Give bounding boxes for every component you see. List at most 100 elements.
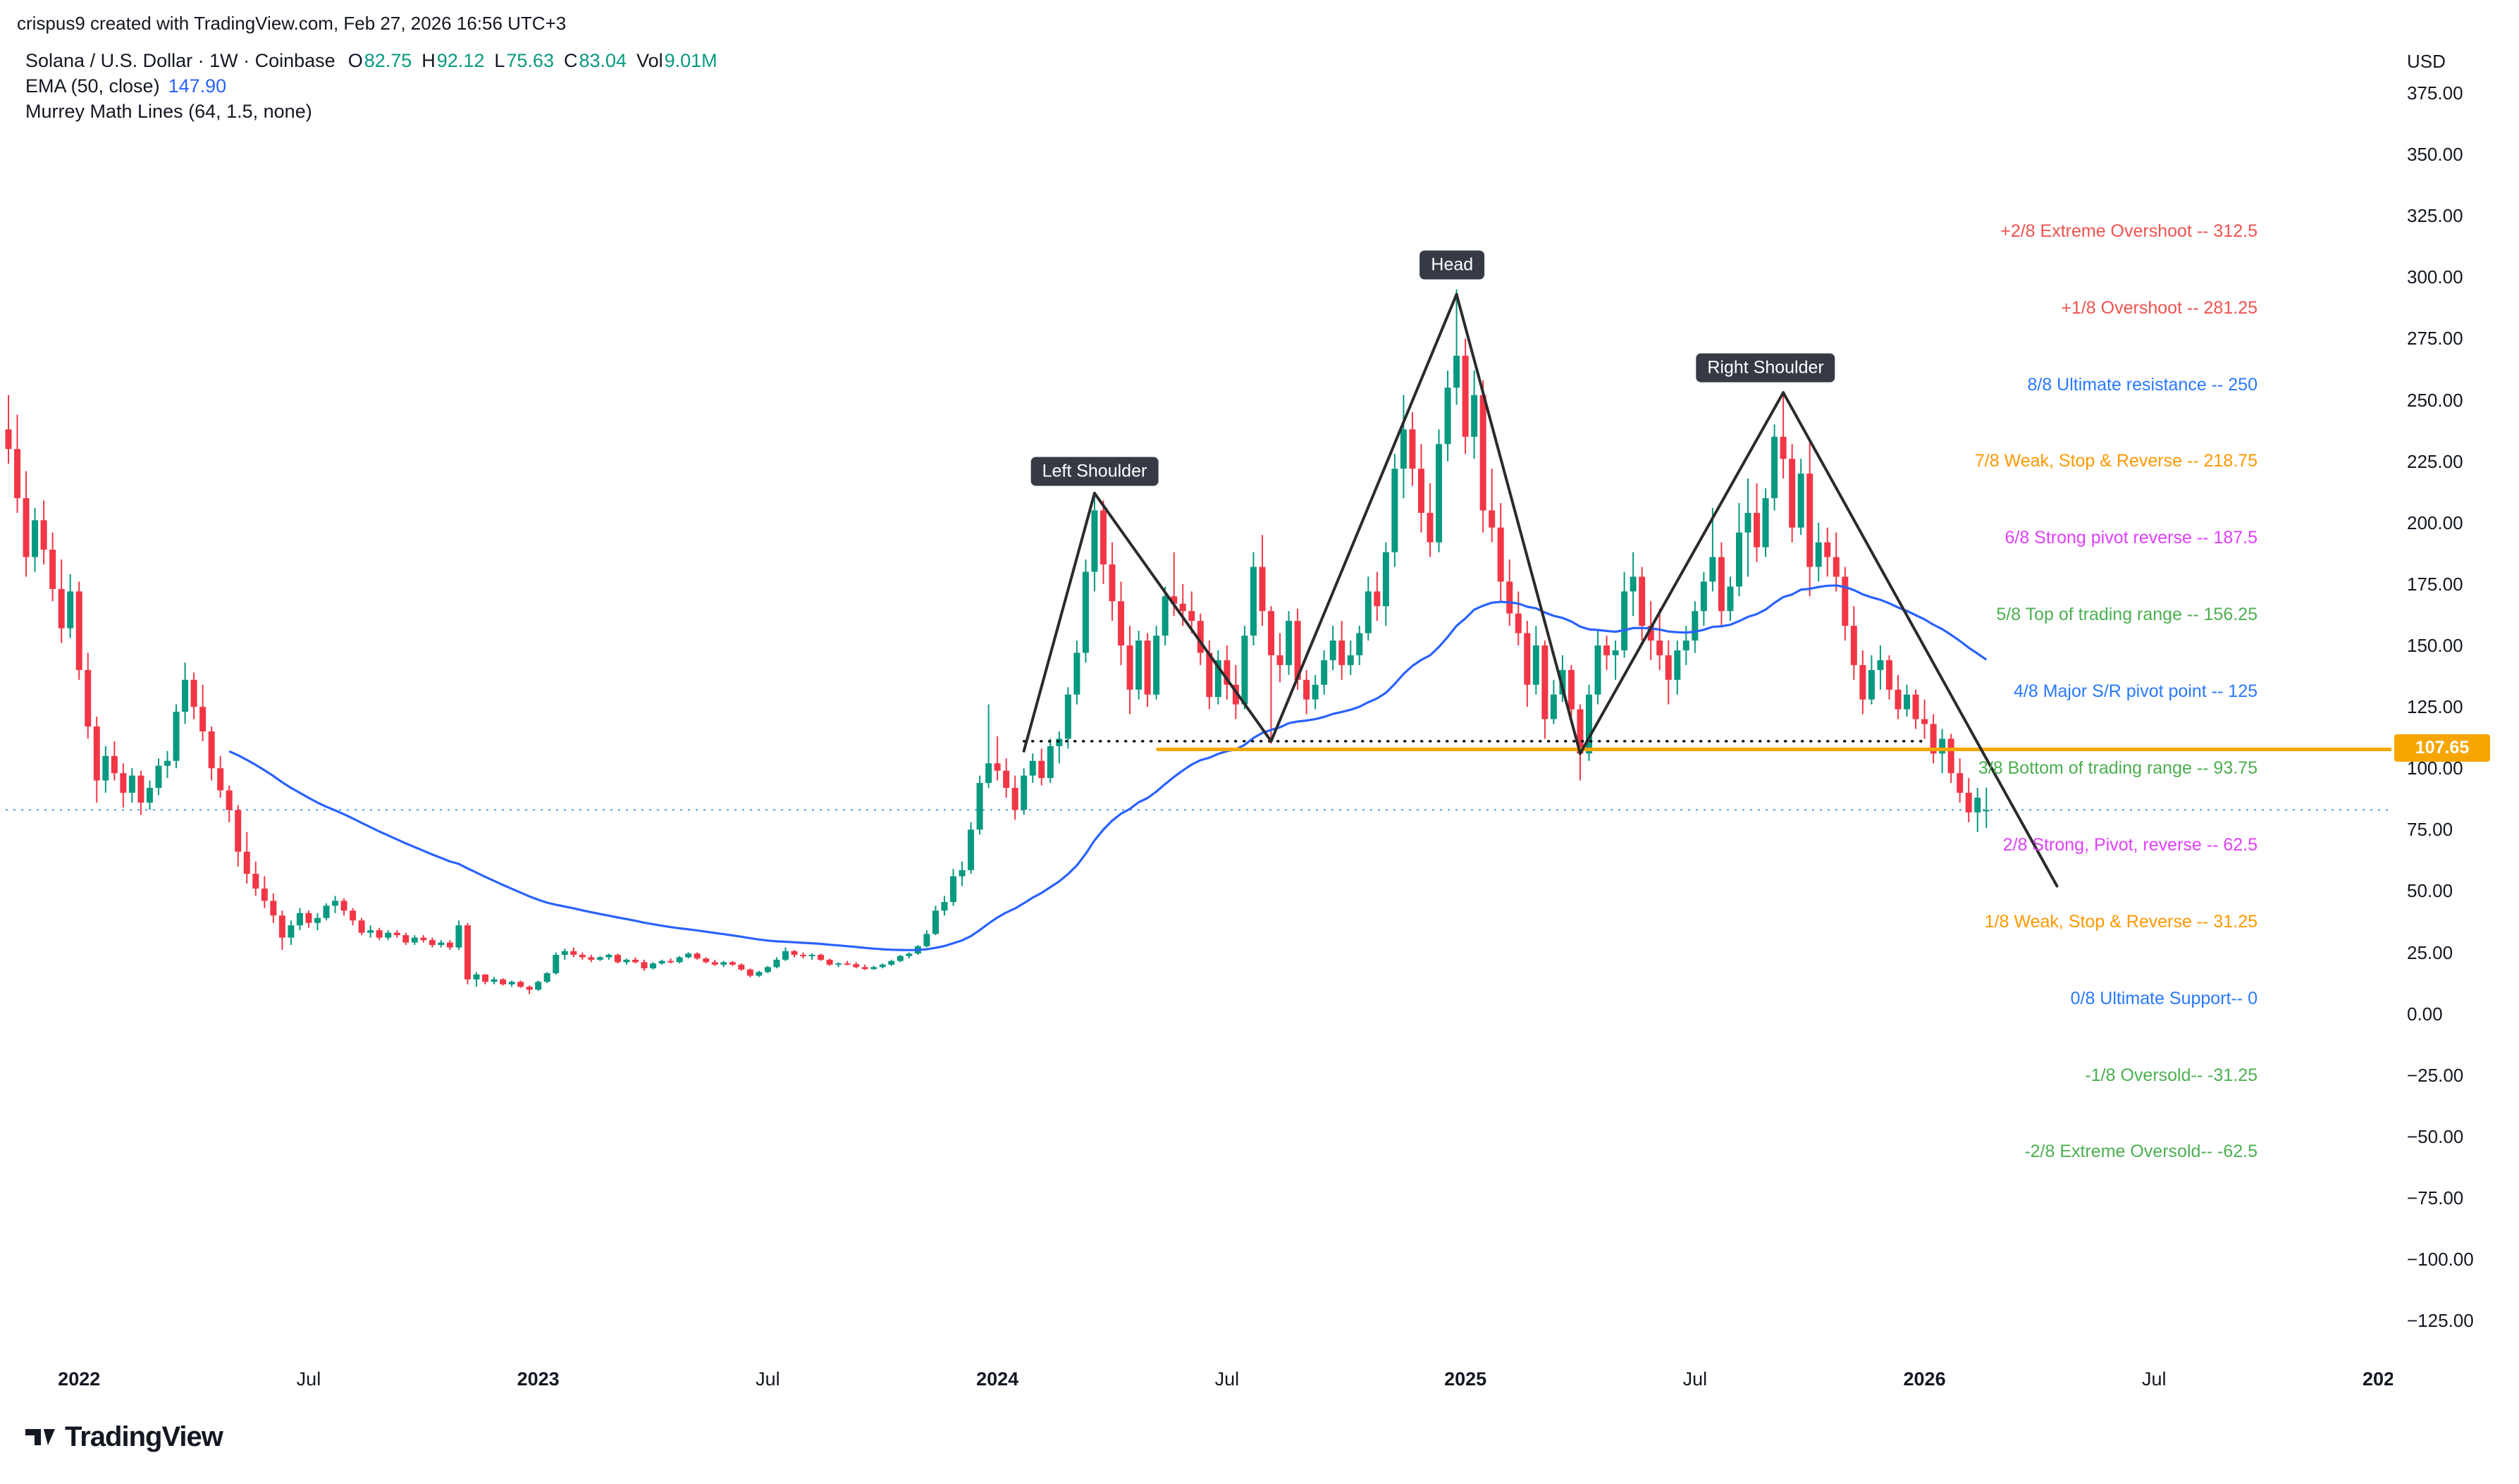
candle-body: [49, 550, 56, 589]
candle-body: [1171, 596, 1178, 604]
candle-body: [1586, 694, 1593, 754]
candle-body: [1700, 581, 1707, 612]
candle-body: [1727, 586, 1734, 612]
candle-body: [1338, 641, 1345, 665]
candle-body: [906, 953, 913, 956]
candle-body: [835, 963, 842, 965]
candle-body: [1206, 653, 1213, 698]
trend-line-drawing[interactable]: [1782, 391, 2059, 888]
candle-body: [1197, 621, 1204, 653]
price-tick: −25.00: [2407, 1064, 2464, 1086]
trend-line-drawing[interactable]: [1578, 391, 1785, 755]
ema-legend-row[interactable]: EMA (50, close) 147.90: [25, 73, 727, 99]
candle-body: [703, 958, 710, 963]
candle-body: [1188, 611, 1195, 622]
candle-body: [500, 979, 507, 984]
candle-body: [1824, 542, 1831, 557]
murrey-line-label: 7/8 Weak, Stop & Reverse -- 218.75: [1974, 451, 2258, 471]
candle-body: [173, 712, 180, 761]
candle-body: [1506, 581, 1513, 614]
candle-body: [1162, 596, 1169, 636]
candle-body: [1479, 395, 1486, 511]
candle-body: [40, 520, 47, 550]
candle-body: [411, 937, 418, 943]
candle-body: [641, 962, 648, 969]
candle-body: [818, 955, 825, 960]
candle-body: [976, 783, 983, 830]
candle-body: [1885, 660, 1892, 690]
ohlc-open-label: O: [347, 49, 363, 71]
candle-body: [288, 925, 295, 938]
candle-body: [791, 951, 798, 956]
price-tick: 125.00: [2407, 696, 2463, 718]
candle-body: [1047, 746, 1054, 779]
candle-body: [729, 962, 736, 965]
candle-body: [623, 959, 630, 963]
price-scale[interactable]: USD 375.00 350.00 325.00 300.00 275.00 250.00…: [2393, 39, 2519, 1484]
candle-body: [137, 775, 144, 803]
pattern-label-right-shoulder[interactable]: Right Shoulder: [1696, 353, 1835, 383]
candle-body: [491, 979, 498, 982]
chart-canvas[interactable]: [0, 39, 2393, 1484]
candle-body: [1780, 436, 1787, 459]
symbol-legend-row[interactable]: Solana / U.S. Dollar · 1W · Coinbase O82…: [25, 48, 727, 73]
candle-body: [1656, 641, 1663, 655]
candle-body: [1771, 436, 1778, 498]
time-tick-2023: 2023: [517, 1368, 560, 1390]
candle-body: [667, 960, 675, 963]
candle-body: [543, 973, 550, 982]
candle-body: [323, 905, 330, 918]
price-tick: 175.00: [2407, 573, 2463, 595]
candle-body: [367, 930, 374, 933]
candle-body: [350, 910, 357, 921]
candle-body: [1868, 669, 1875, 700]
trend-line-drawing[interactable]: [1269, 292, 1458, 743]
candle-body: [14, 449, 21, 498]
candle-body: [605, 955, 612, 958]
trend-line-drawing[interactable]: [1092, 491, 1273, 743]
candle-body: [1957, 773, 1964, 793]
candle-body: [314, 917, 321, 923]
murrey-line-label: -2/8 Extreme Oversold-- -62.5: [2024, 1142, 2258, 1162]
murrey-legend-row[interactable]: Murrey Math Lines (64, 1.5, none): [25, 99, 727, 124]
trend-line-drawing[interactable]: [1455, 292, 1582, 755]
candle-body: [128, 775, 135, 793]
candle-body: [1603, 645, 1610, 655]
candle-body: [1073, 653, 1080, 695]
candle-body: [438, 942, 445, 946]
candle-body: [1815, 542, 1822, 567]
time-scale[interactable]: 2022 Jul 2023 Jul 2024 Jul 2025 Jul 2026 Jul 2027: [0, 1356, 2393, 1405]
trend-line-drawing[interactable]: [1022, 491, 1096, 753]
candle-body: [1286, 621, 1293, 665]
candle-body: [1232, 684, 1239, 705]
candle-body: [1515, 613, 1522, 633]
pattern-label-head[interactable]: Head: [1419, 250, 1485, 280]
candle-body: [1082, 571, 1089, 653]
candle-body: [941, 902, 948, 911]
price-scale-currency: USD: [2407, 51, 2446, 72]
candle-body: [120, 773, 127, 793]
candle-body: [102, 755, 109, 781]
price-line-badge[interactable]: 107.65: [2394, 734, 2490, 762]
candle-body: [1859, 664, 1866, 700]
candle-body: [243, 851, 250, 874]
candle-body: [1374, 591, 1381, 607]
candle-body: [1179, 603, 1186, 612]
murrey-line-label: 8/8 Ultimate resistance -- 250: [2027, 374, 2258, 395]
candle-body: [579, 955, 586, 958]
candle-body: [764, 967, 771, 972]
candle-body: [1754, 512, 1761, 548]
candle-body: [570, 951, 577, 956]
candle-body: [376, 930, 383, 938]
murrey-line-label: 4/8 Major S/R pivot point -- 125: [2014, 681, 2258, 702]
candle-body: [332, 901, 339, 906]
candle-body: [844, 963, 851, 965]
candle-body: [1833, 557, 1840, 577]
tradingview-logo[interactable]: TradingView: [24, 1421, 223, 1453]
murrey-line-label: 6/8 Strong pivot reverse -- 187.5: [2004, 528, 2258, 548]
candle-body: [1400, 429, 1407, 469]
candle-body: [1877, 660, 1884, 670]
candle-body: [800, 955, 807, 957]
pattern-label-left-shoulder[interactable]: Left Shoulder: [1030, 457, 1159, 486]
candle-body: [1135, 641, 1143, 690]
